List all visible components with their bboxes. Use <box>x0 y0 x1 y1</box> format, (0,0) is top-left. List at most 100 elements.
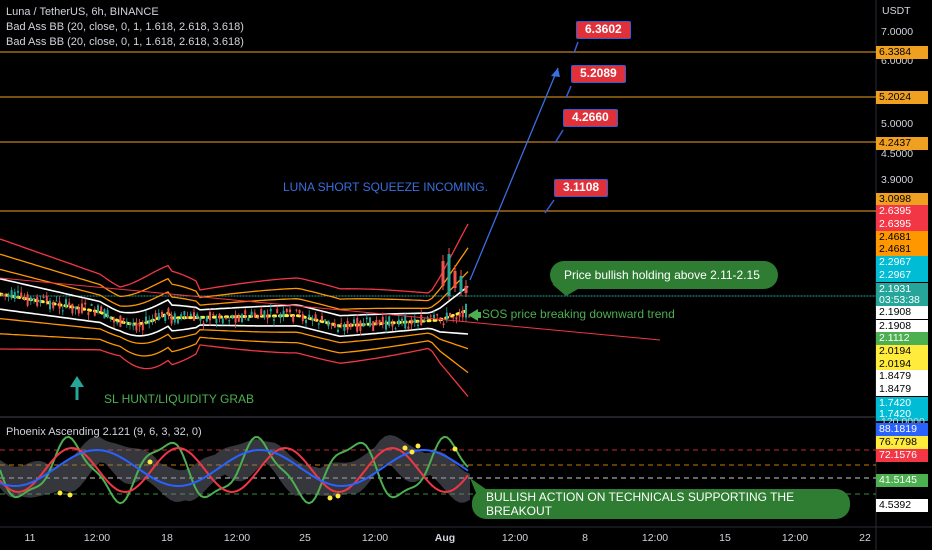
indicator-label-2[interactable]: Bad Ass BB (20, close, 0, 1, 1.618, 2.61… <box>6 36 244 48</box>
candle-body <box>221 318 224 324</box>
candle-body <box>423 320 426 322</box>
candle-body <box>410 319 413 325</box>
oscillator-legend[interactable]: Phoenix Ascending 2.121 (9, 6, 3, 32, 0) <box>6 426 202 438</box>
candle-body <box>212 314 215 316</box>
sos-arrow-shaft <box>476 312 481 318</box>
candle-body <box>87 312 90 316</box>
price-tag: 2.4681 <box>876 243 928 256</box>
candle-body <box>68 302 71 305</box>
candle-body <box>167 308 170 316</box>
candle-body <box>289 309 291 313</box>
osc-value-tag: 88.1819 <box>876 423 928 436</box>
candle-body <box>401 318 403 321</box>
target-box-4[interactable]: 3.1108 <box>554 179 609 197</box>
technicals-bubble[interactable]: BULLISH ACTION ON TECHNICALS SUPPORTING … <box>472 489 850 519</box>
time-axis-label: 12:00 <box>641 532 669 544</box>
time-axis-label: 12:00 <box>223 532 251 544</box>
candle-body <box>74 306 77 309</box>
candle-body <box>65 299 67 307</box>
candle-body <box>39 299 42 303</box>
candle-body <box>333 323 336 328</box>
candle-body <box>356 318 359 332</box>
candle-body <box>196 314 199 318</box>
time-axis-label: 15 <box>719 532 731 544</box>
candle-body <box>52 302 55 309</box>
candle-body <box>225 317 227 319</box>
candle-body <box>58 301 61 309</box>
time-axis-label: 18 <box>161 532 173 544</box>
price-axis-label: 3.9000 <box>881 174 914 186</box>
candle-body <box>285 308 288 313</box>
osc-signal-dot <box>402 445 408 451</box>
projection-arrow-line <box>469 67 559 281</box>
candle-body <box>276 309 279 314</box>
bb-band-extreme-lower <box>0 344 469 397</box>
price-tag: 6.3384 <box>876 46 928 59</box>
indicator-label-1[interactable]: Bad Ass BB (20, close, 0, 1, 1.618, 2.61… <box>6 21 244 33</box>
candle-body <box>253 312 256 317</box>
price-tag: 1.8479 <box>876 370 928 383</box>
candle-body <box>455 317 458 320</box>
osc-signal-dot <box>335 493 341 499</box>
candle-body <box>420 314 423 326</box>
candle-body <box>177 318 179 324</box>
candle-body <box>77 307 80 314</box>
bb-band-mid-lower <box>0 317 469 350</box>
candle-body <box>282 310 285 318</box>
sl-hunt-annotation[interactable]: SL HUNT/LIQUIDITY GRAB <box>104 392 255 406</box>
bb-band-mid-upper <box>0 268 469 311</box>
candle-body <box>375 319 378 325</box>
candle-body <box>145 316 147 322</box>
squeeze-annotation[interactable]: LUNA SHORT SQUEEZE INCOMING. <box>283 180 488 194</box>
candle-body <box>388 316 391 326</box>
candle-body <box>109 316 112 318</box>
candle-body <box>298 309 301 314</box>
target-box-1[interactable]: 6.3602 <box>576 21 631 39</box>
osc-signal-dot <box>415 443 421 449</box>
candle-body <box>330 323 333 325</box>
candle-body <box>231 315 234 319</box>
candle-body <box>97 305 99 312</box>
osc-red-line <box>0 446 469 494</box>
candle-body <box>244 310 247 315</box>
candle-body <box>452 317 455 319</box>
candle-body <box>106 310 109 318</box>
candle-body <box>241 314 243 322</box>
price-tag: 2.6395 <box>876 205 928 218</box>
candle-body <box>372 321 375 331</box>
candle-body <box>349 323 352 328</box>
candle-body <box>20 292 23 298</box>
candle-body <box>17 290 19 293</box>
candle-body <box>359 321 362 332</box>
candle-body <box>266 315 269 319</box>
candle-body <box>461 310 464 318</box>
bb-band-inner-lower <box>0 308 469 338</box>
price-tag: 3.0998 <box>876 193 928 206</box>
osc-value-tag: 72.1576 <box>876 449 928 462</box>
candle-body <box>301 314 304 322</box>
candle-body <box>135 323 138 331</box>
candle-body <box>343 324 346 331</box>
target-box-2[interactable]: 5.2089 <box>571 65 626 83</box>
candle-body <box>10 290 13 299</box>
symbol-title[interactable]: Luna / TetherUS, 6h, BINANCE <box>6 6 159 18</box>
candle-body <box>157 312 160 321</box>
candle-body <box>183 311 186 316</box>
candle-body <box>260 309 263 316</box>
target-box-3[interactable]: 4.2660 <box>563 109 618 127</box>
candle-body <box>132 323 135 327</box>
price-tag: 5.2024 <box>876 91 928 104</box>
candle-body <box>93 311 96 316</box>
osc-green-line <box>0 435 469 505</box>
candle-body <box>269 309 272 312</box>
candle-body <box>445 312 448 320</box>
candle-body <box>324 319 327 321</box>
candle-body <box>321 315 323 321</box>
holding-bubble[interactable]: Price bullish holding above 2.11-2.15 <box>550 261 778 289</box>
sos-annotation[interactable]: SOS price breaking downward trend <box>482 307 675 321</box>
time-axis-label: Aug <box>434 532 456 544</box>
time-axis-label: 12:00 <box>361 532 389 544</box>
price-tag: 2.2967 <box>876 269 928 282</box>
